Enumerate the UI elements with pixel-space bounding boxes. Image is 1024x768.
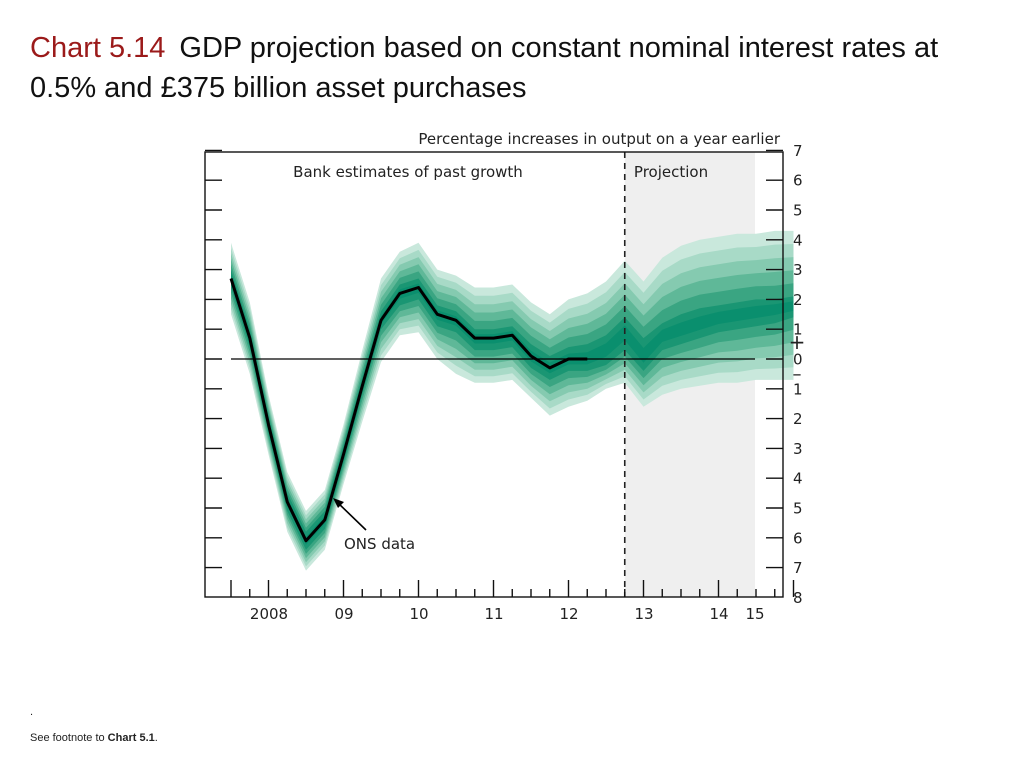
x-tick-label: 10: [409, 605, 428, 623]
x-tick-label: 09: [334, 605, 353, 623]
y-tick-label: 2: [793, 410, 803, 428]
footnote-suffix: .: [154, 732, 158, 744]
axis-ticks: [205, 149, 795, 597]
x-tick-label: 14: [709, 605, 728, 623]
minus-sign: –: [793, 364, 802, 385]
y-tick-label: 6: [793, 529, 803, 547]
fan-bands: [231, 230, 794, 571]
annotation-label: ONS data: [344, 535, 415, 553]
y-tick-label: 3: [793, 261, 803, 279]
y-tick-label: 0: [793, 351, 803, 369]
chart-subtitle: Percentage increases in output on a year…: [418, 130, 780, 148]
y-tick-label: 8: [793, 589, 803, 607]
y-tick-label: 1: [793, 321, 803, 339]
projection-label: Projection: [634, 163, 708, 181]
y-tick-label: 2: [793, 291, 803, 309]
y-tick-label: 5: [793, 500, 803, 518]
annotation-arrow: [336, 501, 367, 531]
y-tick-label: 7: [793, 142, 803, 160]
y-tick-label: 4: [793, 231, 803, 249]
x-tick-label: 15: [745, 605, 764, 623]
footnote-marker: .: [30, 706, 34, 718]
x-tick-label: 12: [559, 605, 578, 623]
chart-title-text: GDP projection based on constant nominal…: [30, 32, 939, 104]
x-tick-label: 11: [484, 605, 503, 623]
x-tick-label: 2008: [250, 605, 288, 623]
chart-number: Chart 5.14: [30, 32, 166, 64]
past-growth-label: Bank estimates of past growth: [293, 163, 523, 181]
y-tick-label: 7: [793, 559, 803, 577]
chart-title: Chart 5.14 GDP projection based on consta…: [30, 28, 990, 108]
y-tick-label: 1: [793, 380, 803, 398]
y-tick-label: 5: [793, 202, 803, 220]
ons-data-line: [229, 278, 588, 543]
ons-data-annotation: ONS data: [333, 498, 415, 553]
plus-sign: +: [789, 330, 806, 354]
footnote-reference: Chart 5.1: [107, 732, 155, 744]
y-tick-label: 3: [793, 440, 803, 458]
y-tick-label: 6: [793, 172, 803, 190]
y-tick-label: 4: [793, 470, 803, 488]
x-tick-label: 13: [634, 605, 653, 623]
fan-band-7: [231, 274, 794, 545]
footnote-prefix: See footnote to: [30, 732, 108, 744]
footnote: See footnote to Chart 5.1.: [30, 732, 158, 744]
annotation-arrowhead: [333, 498, 344, 508]
